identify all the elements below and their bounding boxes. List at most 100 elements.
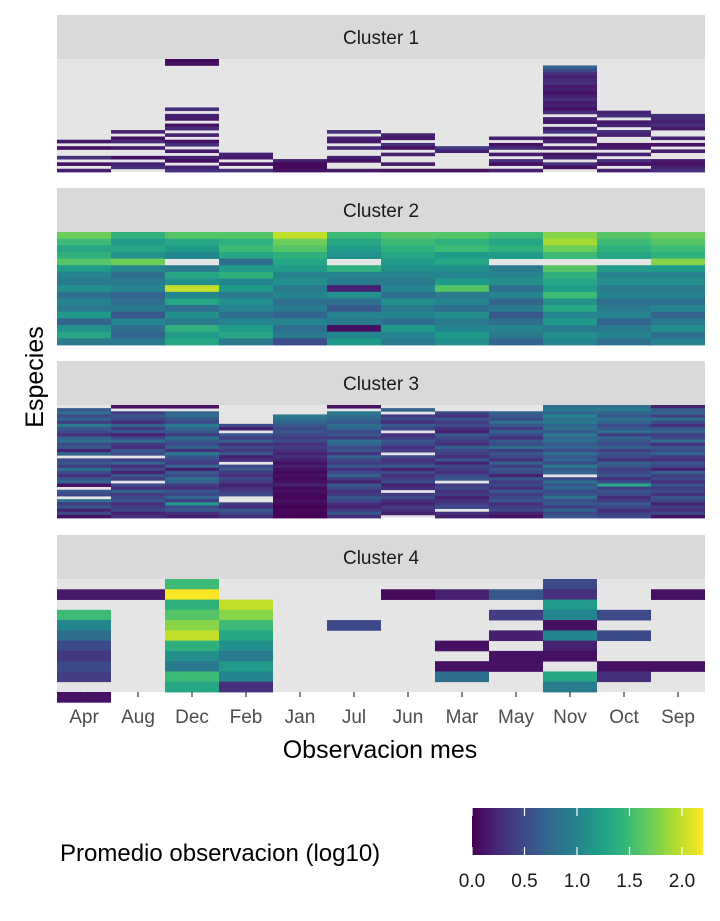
x-tick-label: Apr bbox=[69, 707, 99, 728]
heatmap-cell bbox=[165, 62, 219, 66]
heatmap-cell bbox=[273, 436, 327, 440]
heatmap-cell bbox=[543, 492, 597, 497]
heatmap-cell bbox=[381, 464, 435, 469]
heatmap-cell bbox=[57, 411, 111, 415]
heatmap-cell bbox=[219, 477, 273, 481]
heatmap-cell bbox=[651, 120, 705, 124]
heatmap-cell bbox=[111, 461, 165, 466]
heatmap-cell bbox=[435, 439, 489, 444]
heatmap-cell bbox=[381, 470, 435, 475]
heatmap-cell bbox=[57, 661, 111, 672]
heatmap-cell bbox=[273, 470, 327, 475]
heatmap-cell bbox=[543, 508, 597, 513]
heatmap-cell bbox=[165, 505, 219, 509]
heatmap-cell bbox=[651, 417, 705, 422]
heatmap-cell bbox=[597, 671, 651, 683]
heatmap-cell bbox=[597, 439, 651, 444]
heatmap-cell bbox=[489, 477, 543, 481]
heatmap-cell bbox=[111, 589, 165, 600]
heatmap-cell bbox=[219, 448, 273, 453]
heatmap-cell bbox=[543, 640, 597, 652]
heatmap-cell bbox=[219, 331, 273, 339]
heatmap-cell bbox=[273, 496, 327, 500]
heatmap-cell bbox=[327, 405, 381, 409]
heatmap-cell bbox=[651, 661, 705, 672]
heatmap-cell bbox=[543, 68, 597, 73]
heatmap-cell bbox=[111, 423, 165, 428]
heatmap-cell bbox=[219, 318, 273, 326]
heatmap-cell bbox=[57, 271, 111, 279]
heatmap-cell bbox=[273, 331, 327, 339]
heatmap-cell bbox=[597, 480, 651, 484]
heatmap-cell bbox=[489, 411, 543, 415]
heatmap-cell bbox=[219, 152, 273, 157]
heatmap-cell bbox=[543, 499, 597, 503]
heatmap-cell bbox=[651, 508, 705, 513]
heatmap-cell bbox=[597, 305, 651, 313]
heatmap-cell bbox=[489, 318, 543, 326]
heatmap-cell bbox=[543, 81, 597, 86]
heatmap-cell bbox=[165, 514, 219, 519]
heatmap-cell bbox=[327, 417, 381, 422]
heatmap-cell bbox=[651, 477, 705, 481]
heatmap-cell bbox=[381, 245, 435, 253]
heatmap-cell bbox=[165, 271, 219, 279]
heatmap-cell bbox=[327, 461, 381, 466]
heatmap-cell bbox=[651, 502, 705, 506]
heatmap-cell bbox=[597, 496, 651, 500]
heatmap-cell bbox=[165, 139, 219, 144]
heatmap-cell bbox=[435, 285, 489, 293]
heatmap-cell bbox=[489, 470, 543, 475]
heatmap-cell bbox=[381, 408, 435, 412]
heatmap-cell bbox=[651, 318, 705, 326]
facet-strip bbox=[57, 361, 705, 405]
heatmap-cell bbox=[651, 445, 705, 450]
heatmap-cell bbox=[219, 508, 273, 513]
heatmap-cell bbox=[435, 311, 489, 319]
heatmap-cell bbox=[165, 477, 219, 481]
heatmap-cell bbox=[651, 411, 705, 415]
heatmap-cell bbox=[165, 238, 219, 246]
heatmap-cell bbox=[57, 420, 111, 425]
heatmap-cell bbox=[651, 405, 705, 409]
heatmap-cell bbox=[327, 423, 381, 428]
heatmap-cell bbox=[435, 464, 489, 469]
heatmap-cell bbox=[327, 285, 381, 293]
heatmap-cell bbox=[273, 423, 327, 428]
heatmap-cell bbox=[435, 426, 489, 431]
heatmap-cell bbox=[219, 238, 273, 246]
heatmap-cell bbox=[489, 480, 543, 484]
heatmap-cell bbox=[111, 452, 165, 456]
heatmap-cell bbox=[435, 146, 489, 150]
heatmap-cell bbox=[435, 461, 489, 466]
heatmap-cell bbox=[165, 448, 219, 453]
heatmap-cell bbox=[165, 165, 219, 170]
heatmap-cell bbox=[273, 461, 327, 466]
heatmap-cell bbox=[165, 442, 219, 447]
heatmap-cell bbox=[597, 331, 651, 339]
heatmap-cell bbox=[543, 91, 597, 95]
heatmap-cell bbox=[165, 458, 219, 462]
heatmap-cell bbox=[165, 149, 219, 154]
heatmap-cell bbox=[165, 492, 219, 497]
heatmap-cell bbox=[651, 142, 705, 147]
heatmap-cell bbox=[543, 245, 597, 253]
heatmap-cell bbox=[435, 505, 489, 509]
heatmap-cell bbox=[489, 464, 543, 469]
heatmap-cell bbox=[651, 325, 705, 333]
heatmap-cell bbox=[651, 232, 705, 240]
heatmap-cell bbox=[327, 238, 381, 246]
heatmap-cell bbox=[435, 149, 489, 154]
heatmap-cell bbox=[111, 318, 165, 326]
heatmap-cell bbox=[219, 305, 273, 313]
heatmap-cell bbox=[327, 452, 381, 456]
heatmap-cell bbox=[165, 496, 219, 500]
heatmap-cell bbox=[57, 278, 111, 286]
heatmap-cell bbox=[381, 505, 435, 509]
heatmap-cell bbox=[651, 499, 705, 503]
heatmap-cell bbox=[273, 474, 327, 478]
heatmap-cell bbox=[597, 232, 651, 240]
heatmap-cell bbox=[489, 461, 543, 466]
heatmap-cell bbox=[273, 245, 327, 253]
heatmap-cell bbox=[381, 502, 435, 506]
